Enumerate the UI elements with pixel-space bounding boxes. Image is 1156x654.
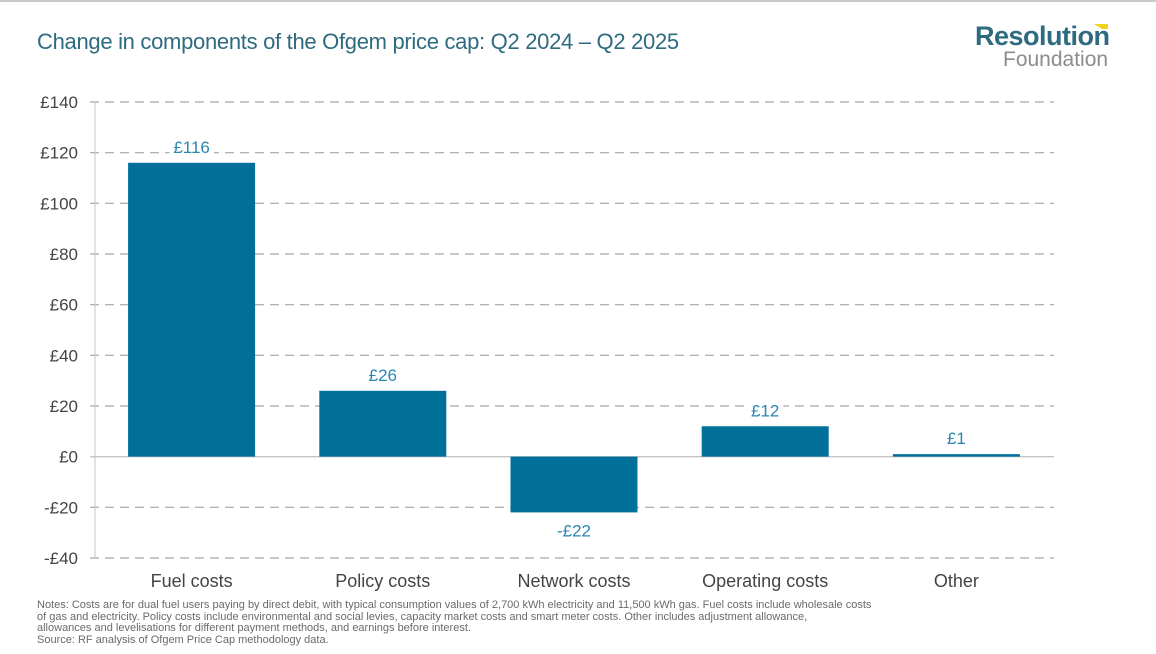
x-tick-label: Other [934, 571, 979, 591]
x-axis-labels: Fuel costs Policy costs Network costs Opera… [151, 571, 979, 591]
bar-chart: £140£120£100£80£60£40£20£0-£20-£40 £116£… [40, 93, 1054, 591]
notes-line-3: allowances and levelisations for differe… [37, 622, 471, 634]
bar-policy-costs [319, 390, 447, 457]
label-background [364, 365, 401, 385]
label-background [747, 401, 784, 421]
y-axis-ticks: £140 £120 £100 £80 £60 £40 £20 £0 -£20 -£40 [40, 93, 78, 568]
y-tick-label: £40 [50, 346, 78, 365]
y-tick-label: £140 [40, 93, 78, 112]
x-tick-label: Network costs [517, 571, 630, 591]
source-line: Source: RF analysis of Ofgem Price Cap m… [37, 633, 329, 646]
data-label: £1 [947, 429, 966, 448]
data-label: -£22 [557, 521, 591, 540]
bar-other [892, 454, 1020, 457]
y-tick-label: -£20 [44, 498, 78, 517]
data-label: £26 [369, 366, 397, 385]
y-tick-label: £100 [40, 194, 78, 213]
logo-text-foundation: Foundation [1003, 48, 1109, 71]
logo-line-1: Resolution [975, 22, 1125, 50]
notes-line-2: of gas and electricity. Policy costs inc… [37, 610, 808, 623]
chart-notes: Notes: Costs are for dual fuel users pay… [37, 599, 967, 646]
logo-text-resolution: Resolution [975, 21, 1110, 51]
y-tick-label: £20 [50, 397, 78, 416]
bars [128, 162, 1020, 513]
label-background [169, 137, 214, 157]
y-tick-label: £80 [50, 245, 78, 264]
x-tick-label: Operating costs [702, 571, 828, 591]
y-tick-label: £60 [50, 296, 78, 315]
y-tick-label: -£40 [44, 549, 78, 568]
y-tick-label: £0 [59, 448, 78, 467]
bar-operating-costs [701, 426, 829, 457]
data-label: £116 [173, 138, 210, 157]
label-background [552, 521, 596, 541]
logo-accent-mark [1094, 24, 1108, 29]
bar-fuel-costs [128, 162, 256, 457]
top-border [0, 0, 1156, 2]
data-label: £12 [751, 401, 779, 420]
notes-line-1: Notes: Costs are for dual fuel users pay… [37, 599, 872, 611]
x-tick-label: Fuel costs [151, 571, 233, 591]
data-labels: £116 £26 -£22 £12 £1 [169, 137, 970, 541]
chart-title: Change in components of the Ofgem price … [37, 29, 679, 54]
bar-network-costs [510, 456, 638, 513]
y-tick-label: £120 [40, 144, 78, 163]
x-tick-label: Policy costs [335, 571, 430, 591]
resolution-foundation-logo: Resolution Foundation [975, 22, 1125, 70]
label-background [942, 429, 970, 449]
